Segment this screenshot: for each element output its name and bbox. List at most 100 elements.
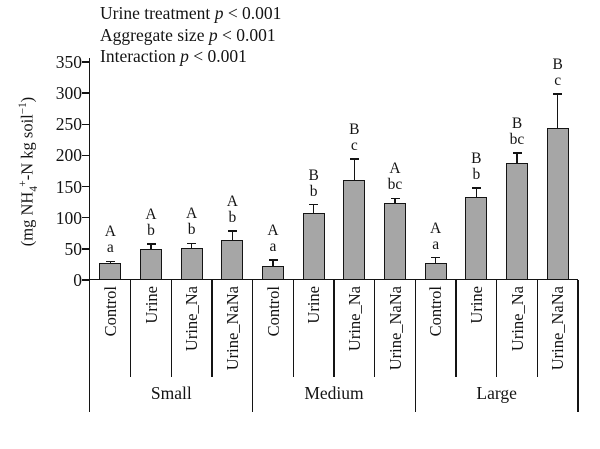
error-bar	[272, 260, 274, 266]
bar	[424, 263, 447, 280]
y-tick-label: 50	[64, 238, 83, 259]
letter-upper: B	[511, 114, 523, 132]
group-separator	[414, 280, 416, 412]
y-tick	[82, 61, 89, 63]
bar	[221, 240, 244, 280]
bar	[465, 197, 488, 280]
error-bar	[475, 187, 478, 198]
letter-upper: A	[267, 222, 279, 240]
stats-annotation: Urine treatment p < 0.001 Aggregate size…	[100, 3, 281, 68]
annotation-text: Urine treatment	[100, 3, 215, 23]
bar	[546, 128, 569, 280]
y-tick-label: 250	[55, 114, 82, 135]
treatment-label: Urine_Na	[344, 286, 364, 352]
y-tick-label: 0	[73, 270, 82, 290]
letter-lower: b	[147, 221, 155, 239]
error-bar	[353, 159, 356, 181]
treatment-label: Control	[263, 286, 283, 337]
annotation-text: Aggregate size	[100, 24, 209, 45]
letter-lower: a	[106, 239, 114, 257]
error-bar-cap	[553, 93, 563, 95]
bar	[506, 162, 528, 280]
error-bar-cap	[309, 203, 319, 206]
y-tick	[82, 216, 89, 219]
annotation-line-interaction: Interaction p < 0.001	[100, 46, 281, 68]
error-bar-cap	[471, 187, 481, 189]
letter-lower: b	[472, 165, 481, 183]
error-bar-cap	[268, 259, 278, 261]
letter-upper: B	[552, 55, 563, 73]
group-label: Medium	[304, 383, 364, 403]
letter-upper: A	[145, 205, 157, 223]
treatment-separator	[170, 280, 172, 377]
p-symbol: p	[214, 3, 224, 23]
error-bar	[312, 204, 315, 213]
group-label: Small	[150, 383, 192, 403]
treatment-label: Urine_Na	[507, 286, 527, 352]
letter-upper: A	[186, 205, 198, 223]
bar	[180, 248, 203, 280]
treatment-label: Urine_Na	[182, 286, 202, 352]
letter-lower: b	[187, 221, 196, 239]
group-separator	[252, 280, 254, 412]
y-tick	[82, 92, 89, 94]
treatment-label: Urine_NaNa	[548, 286, 568, 371]
treatment-label: Urine_NaNa	[222, 286, 242, 371]
letter-upper: A	[430, 219, 442, 237]
letter-lower: b	[228, 208, 237, 226]
letter-upper: B	[349, 121, 360, 139]
error-bar	[109, 261, 112, 264]
error-bar	[516, 152, 518, 163]
treatment-label: Control	[100, 286, 120, 337]
letter-lower: a	[432, 235, 440, 253]
annotation-text: Interaction	[100, 46, 181, 66]
bar	[302, 212, 325, 280]
y-axis-title-text: -N kg soil	[17, 114, 37, 181]
treatment-separator	[211, 280, 213, 377]
error-bar-cap	[512, 152, 522, 154]
p-value: < 0.001	[217, 24, 276, 45]
letter-upper: B	[308, 166, 319, 184]
error-bar-cap	[227, 230, 237, 232]
annotation-line-aggregate-size: Aggregate size p < 0.001	[100, 25, 281, 47]
treatment-separator	[292, 280, 294, 377]
letter-lower: c	[350, 137, 358, 155]
group-label: Large	[476, 383, 517, 403]
error-bar	[394, 198, 396, 204]
y-tick	[82, 279, 89, 281]
superscript-plus: +	[17, 180, 29, 187]
y-tick-label: 150	[55, 176, 82, 197]
treatment-label: Urine	[141, 286, 161, 324]
letter-lower: c	[554, 71, 562, 89]
error-bar	[150, 243, 152, 249]
error-bar-cap	[105, 260, 115, 263]
superscript-exponent: −1	[17, 102, 29, 115]
y-tick	[82, 248, 89, 250]
y-tick	[82, 154, 89, 157]
y-tick-label: 300	[55, 83, 82, 104]
error-bar-cap	[146, 243, 156, 245]
p-symbol: p	[208, 24, 218, 45]
letter-lower: bc	[509, 130, 525, 148]
error-bar-cap	[349, 158, 359, 160]
y-tick	[82, 185, 89, 188]
treatment-label: Control	[426, 286, 446, 337]
treatment-separator	[455, 280, 457, 377]
treatment-separator	[536, 280, 538, 377]
treatment-separator	[333, 280, 335, 377]
y-tick-label: 350	[55, 52, 82, 72]
p-value: < 0.001	[223, 3, 282, 23]
bar	[140, 248, 162, 280]
error-bar-cap	[431, 256, 441, 259]
y-tick	[82, 123, 89, 126]
letter-lower: b	[309, 182, 318, 200]
